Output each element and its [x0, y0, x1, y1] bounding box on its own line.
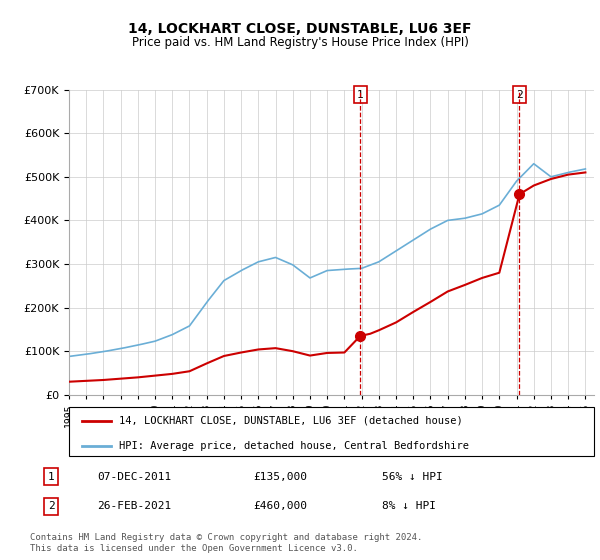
Text: HPI: Average price, detached house, Central Bedfordshire: HPI: Average price, detached house, Cent…: [119, 441, 469, 451]
Text: 07-DEC-2011: 07-DEC-2011: [97, 472, 171, 482]
FancyBboxPatch shape: [69, 407, 594, 456]
Text: Price paid vs. HM Land Registry's House Price Index (HPI): Price paid vs. HM Land Registry's House …: [131, 36, 469, 49]
Text: Contains HM Land Registry data © Crown copyright and database right 2024.
This d: Contains HM Land Registry data © Crown c…: [30, 533, 422, 553]
Text: 14, LOCKHART CLOSE, DUNSTABLE, LU6 3EF: 14, LOCKHART CLOSE, DUNSTABLE, LU6 3EF: [128, 22, 472, 36]
Text: 2: 2: [516, 90, 523, 100]
Text: 2: 2: [48, 501, 55, 511]
Text: £460,000: £460,000: [253, 501, 307, 511]
Text: 8% ↓ HPI: 8% ↓ HPI: [382, 501, 436, 511]
Text: £135,000: £135,000: [253, 472, 307, 482]
Text: 26-FEB-2021: 26-FEB-2021: [97, 501, 171, 511]
Text: 14, LOCKHART CLOSE, DUNSTABLE, LU6 3EF (detached house): 14, LOCKHART CLOSE, DUNSTABLE, LU6 3EF (…: [119, 416, 463, 426]
Text: 56% ↓ HPI: 56% ↓ HPI: [382, 472, 442, 482]
Text: 1: 1: [357, 90, 364, 100]
Text: 1: 1: [48, 472, 55, 482]
